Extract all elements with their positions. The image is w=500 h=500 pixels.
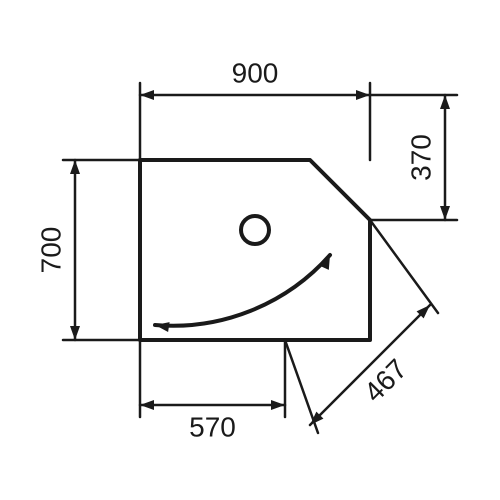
dim-bottom-label: 570 [189,411,236,442]
dim-top-label: 900 [232,57,279,88]
door-swing-arc [155,255,330,332]
dim-diagonal: 467 [285,220,438,433]
dim-top: 900 [140,57,370,160]
dim-left-label: 700 [35,227,66,274]
dimension-drawing: 900 370 700 570 467 [0,0,500,500]
dim-right-label: 370 [405,134,436,181]
drain-circle-icon [241,216,269,244]
cabinet-outline [140,160,370,340]
dim-diagonal-label: 467 [358,353,413,408]
dim-left: 700 [35,160,140,340]
dim-right: 370 [370,95,457,220]
dim-bottom: 570 [140,340,285,442]
